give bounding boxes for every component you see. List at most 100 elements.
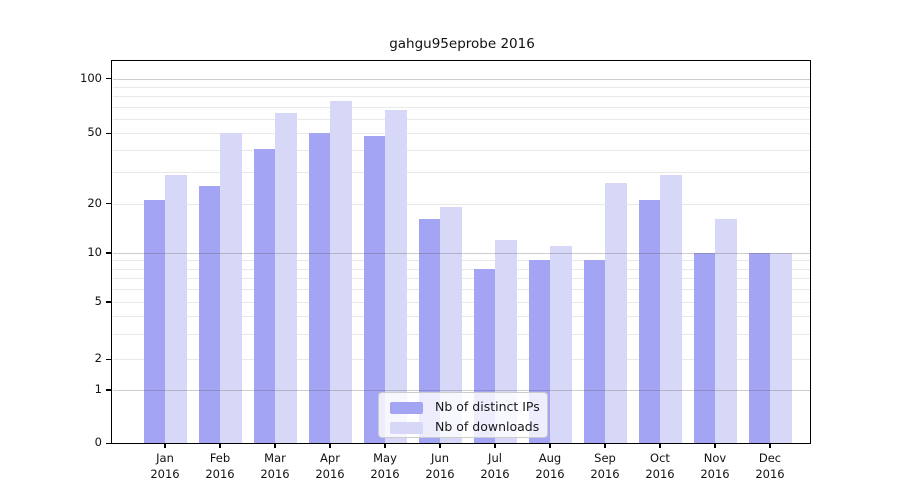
legend-swatch-downloads [390,422,423,434]
legend-label-downloads: Nb of downloads [435,419,540,434]
y-axis-tick-label: 20 [87,195,102,210]
y-minor-gridline [113,96,811,98]
x-axis-tick-label-mar: Mar 2016 [248,450,303,482]
y-minor-gridline [113,278,811,280]
y-axis-tick-label: 10 [87,245,102,259]
y-major-gridline [113,390,811,391]
x-axis-tick [604,443,606,448]
month-label: Nov [703,451,727,465]
y-minor-gridline [113,203,811,205]
bar-downloads-sep [605,183,627,444]
year-label: 2016 [645,467,675,481]
legend-row-ips: Nb of distinct IPs [379,398,547,418]
bar-distinct-ips-dec [748,253,770,444]
month-label: Jul [488,451,502,465]
x-axis-tick-label-dec: Dec 2016 [743,450,798,482]
month-label: Jun [431,451,449,465]
bar-downloads-jun [440,207,462,444]
x-axis-tick-label-feb: Feb 2016 [193,450,248,482]
month-label: Jan [156,451,174,465]
y-minor-gridline [113,106,811,108]
year-label: 2016 [370,467,400,481]
x-axis-tick-label-oct: Oct 2016 [633,450,688,482]
y-minor-gridline [113,260,811,262]
y-minor-gridline [113,289,811,291]
bar-downloads-aug [550,246,572,444]
bar-distinct-ips-sep [583,260,605,444]
year-label: 2016 [205,467,235,481]
y-axis-tick [106,132,111,135]
y-axis-tick-label: 5 [94,294,102,308]
x-axis-tick [274,443,276,448]
bar-downloads-apr [330,101,352,444]
month-label: Feb [209,451,231,465]
year-label: 2016 [590,467,620,481]
y-axis-tick-label: 0 [94,435,102,450]
year-label: 2016 [260,467,290,481]
month-label: Dec [758,451,782,465]
x-axis-tick-label-jan: Jan 2016 [138,450,193,482]
x-axis-tick [769,443,771,448]
month-label: Sep [594,451,616,465]
x-axis-tick [659,443,661,448]
legend-label-distinct-ips: Nb of distinct IPs [435,399,540,414]
x-axis-tick-label-may: May 2016 [358,450,413,482]
y-minor-gridline [113,333,811,335]
y-major-gridline [113,78,811,80]
x-axis-tick [549,443,551,448]
plot-area [113,62,811,444]
legend: Nb of distinct IPs Nb of downloads [378,392,548,438]
y-minor-gridline [113,315,811,317]
y-minor-gridline [113,86,811,88]
year-label: 2016 [150,467,180,481]
month-label: Aug [538,451,562,465]
month-label: May [373,451,397,465]
y-minor-gridline [113,302,811,303]
bar-downloads-nov [715,219,737,444]
bar-distinct-ips-mar [253,148,275,444]
month-label: Oct [650,451,670,465]
bar-downloads-oct [660,175,682,444]
bar-distinct-ips-jun [418,219,440,444]
y-minor-gridline [113,150,811,152]
y-axis-tick [106,442,111,445]
year-label: 2016 [315,467,345,481]
bar-distinct-ips-feb [198,186,220,444]
y-minor-gridline [113,172,811,174]
year-label: 2016 [755,467,785,481]
y-axis-tick [106,301,111,303]
x-axis-tick [384,443,386,448]
month-label: Apr [320,451,340,465]
chart-title: gahgu95eprobe 2016 [389,36,535,52]
bar-distinct-ips-apr [308,133,330,444]
x-axis-tick [714,443,716,448]
x-axis-tick-label-nov: Nov 2016 [688,450,743,482]
y-minor-gridline [113,359,811,361]
x-axis-tick [439,443,441,448]
y-minor-gridline [113,118,811,120]
legend-swatch-distinct-ips [390,402,423,414]
x-axis-tick-label-apr: Apr 2016 [303,450,358,482]
y-minor-gridline [113,268,811,270]
bar-downloads-may [385,110,407,444]
y-axis-tick [106,358,111,361]
y-major-gridline [113,253,811,254]
month-label: Mar [264,451,286,465]
y-axis-tick [106,202,111,205]
bar-distinct-ips-jan [143,199,165,444]
y-axis-tick [106,252,111,254]
bar-downloads-jan [165,175,187,444]
x-axis-tick [494,443,496,448]
bar-downloads-dec [770,253,792,444]
x-axis-tick-label-aug: Aug 2016 [523,450,578,482]
bar-distinct-ips-oct [638,199,660,444]
x-axis-tick [219,443,221,448]
x-axis-tick-label-jun: Jun 2016 [413,450,468,482]
year-label: 2016 [480,467,510,481]
year-label: 2016 [425,467,455,481]
y-axis-tick-label: 50 [87,125,102,140]
legend-row-downloads: Nb of downloads [379,418,547,438]
year-label: 2016 [700,467,730,481]
year-label: 2016 [535,467,565,481]
